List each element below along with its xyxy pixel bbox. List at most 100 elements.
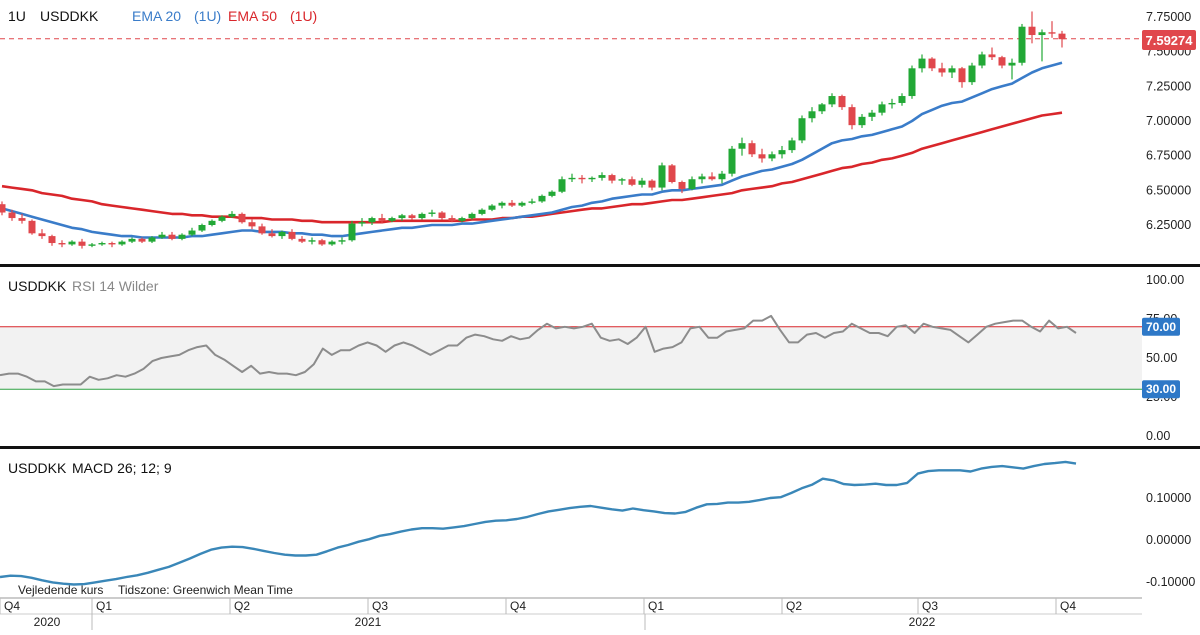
candle[interactable] [638, 177, 646, 188]
candle[interactable] [368, 216, 376, 225]
candle[interactable] [748, 140, 756, 158]
candle[interactable] [238, 212, 246, 224]
candle[interactable] [188, 227, 196, 237]
candle[interactable] [818, 102, 826, 115]
year-label[interactable]: 2022 [909, 615, 936, 629]
candle[interactable] [328, 240, 336, 246]
candle[interactable] [278, 230, 286, 239]
candle[interactable] [288, 229, 296, 241]
quarter-label[interactable]: Q1 [96, 599, 112, 613]
candle[interactable] [138, 237, 146, 244]
candle[interactable] [588, 176, 596, 183]
candle[interactable] [578, 175, 586, 184]
candle[interactable] [1058, 30, 1066, 48]
candle[interactable] [738, 137, 746, 156]
candle[interactable] [18, 213, 26, 224]
candle[interactable] [518, 201, 526, 207]
candle[interactable] [178, 233, 186, 241]
year-label[interactable]: 2020 [34, 615, 61, 629]
candle[interactable] [508, 200, 516, 207]
quarter-label[interactable]: Q2 [786, 599, 802, 613]
ema50-legend[interactable]: EMA 50 [228, 8, 277, 24]
candle[interactable] [168, 231, 176, 241]
candle[interactable] [218, 215, 226, 223]
quarter-label[interactable]: Q4 [1060, 599, 1076, 613]
candle[interactable] [148, 236, 156, 244]
candle[interactable] [298, 236, 306, 244]
candle[interactable] [838, 94, 846, 110]
ema50-line[interactable] [1, 111, 1063, 224]
candle[interactable] [988, 47, 996, 60]
candle[interactable] [548, 190, 556, 198]
candle[interactable] [78, 238, 86, 249]
candle[interactable] [648, 179, 656, 191]
panel-divider-price-rsi[interactable] [0, 264, 1200, 267]
candle[interactable] [308, 237, 316, 245]
year-label[interactable]: 2021 [355, 615, 382, 629]
candle[interactable] [358, 218, 366, 227]
rsi-chart[interactable] [0, 314, 1142, 390]
rsi-line[interactable] [0, 314, 1077, 388]
candle[interactable] [1048, 21, 1056, 38]
candle[interactable] [938, 62, 946, 77]
candle[interactable] [158, 231, 166, 239]
candle[interactable] [1018, 23, 1026, 66]
candle[interactable] [98, 241, 106, 246]
quarter-label[interactable]: Q4 [510, 599, 526, 613]
candle[interactable] [68, 240, 76, 246]
candle[interactable] [388, 216, 396, 223]
macd-legend[interactable]: MACD 26; 12; 9 [72, 460, 172, 476]
price-chart[interactable] [0, 11, 1142, 249]
candle[interactable] [1028, 11, 1036, 44]
candle[interactable] [348, 220, 356, 242]
candle[interactable] [268, 229, 276, 238]
candle[interactable] [958, 66, 966, 88]
candle[interactable] [758, 148, 766, 163]
candle[interactable] [658, 162, 666, 191]
candle[interactable] [208, 219, 216, 227]
candle[interactable] [998, 55, 1006, 69]
candle[interactable] [618, 177, 626, 185]
candle[interactable] [628, 176, 636, 187]
candle[interactable] [858, 114, 866, 128]
candle[interactable] [488, 204, 496, 212]
candle[interactable] [798, 115, 806, 144]
candle[interactable] [678, 180, 686, 194]
candle[interactable] [48, 234, 56, 246]
candle[interactable] [668, 163, 676, 184]
candle[interactable] [398, 213, 406, 221]
candle[interactable] [848, 104, 856, 130]
candle[interactable] [708, 172, 716, 181]
candle[interactable] [878, 101, 886, 116]
candle[interactable] [888, 98, 896, 109]
candle[interactable] [698, 173, 706, 184]
candle[interactable] [728, 145, 736, 177]
candle[interactable] [128, 237, 136, 244]
panel-divider-rsi-macd[interactable] [0, 446, 1200, 449]
candle[interactable] [418, 212, 426, 220]
macd-chart[interactable] [0, 460, 1077, 586]
candle[interactable] [778, 145, 786, 159]
candle[interactable] [38, 229, 46, 239]
candle[interactable] [498, 201, 506, 209]
candle[interactable] [908, 65, 916, 99]
time-axis[interactable]: Q4 Q1 Q2 Q3 Q4 Q1 Q2 Q3 Q4 2020 2021 2022 [0, 597, 1142, 630]
candle[interactable] [768, 151, 776, 162]
candle[interactable] [118, 240, 126, 246]
candle[interactable] [978, 51, 986, 69]
candle[interactable] [568, 173, 576, 183]
candle[interactable] [598, 172, 606, 181]
candle[interactable] [1038, 29, 1046, 62]
candle[interactable] [228, 211, 236, 219]
quarter-label[interactable]: Q3 [372, 599, 388, 613]
quarter-label[interactable]: Q4 [4, 599, 20, 613]
candle[interactable] [318, 238, 326, 246]
candle[interactable] [528, 198, 536, 205]
candle[interactable] [58, 240, 66, 248]
candle[interactable] [378, 213, 386, 224]
candle[interactable] [968, 62, 976, 85]
quarter-label[interactable]: Q1 [648, 599, 664, 613]
candle[interactable] [8, 209, 16, 221]
candle[interactable] [88, 243, 96, 248]
